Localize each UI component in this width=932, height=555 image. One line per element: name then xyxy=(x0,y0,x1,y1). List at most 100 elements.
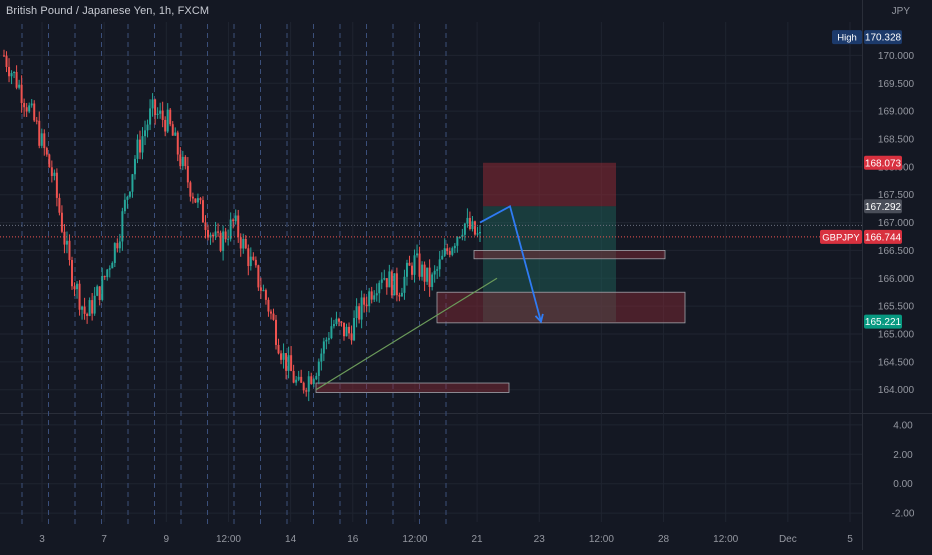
x-tick-label: 23 xyxy=(534,534,546,545)
candle-body xyxy=(350,333,353,341)
candle-body xyxy=(93,295,96,314)
candle-body xyxy=(156,113,159,115)
x-tick-label: 28 xyxy=(658,534,670,545)
candle-body xyxy=(252,256,255,260)
candle-body xyxy=(23,103,26,108)
candle-body xyxy=(395,273,398,296)
candle-body xyxy=(446,248,449,252)
candle-body xyxy=(300,376,303,383)
x-tick-label: 9 xyxy=(164,534,170,545)
symbol-title: British Pound / Japanese Yen, 1h, FXCM xyxy=(6,5,210,17)
candle-body xyxy=(63,231,66,245)
candle-body xyxy=(461,234,464,238)
candle-body xyxy=(98,286,101,301)
candle-body xyxy=(418,253,421,277)
candle-body xyxy=(448,251,451,255)
candle-body xyxy=(458,237,461,239)
x-tick-label: 16 xyxy=(347,534,359,545)
candle-body xyxy=(310,376,313,384)
y-tick-label: 164.000 xyxy=(878,385,915,396)
price-marker-value: 168.073 xyxy=(865,158,902,169)
candle-body xyxy=(176,132,179,155)
price-marker-box xyxy=(864,155,902,170)
candle-body xyxy=(111,262,114,269)
candle-body xyxy=(242,238,245,249)
candle-body xyxy=(353,317,356,341)
candle-body xyxy=(403,276,406,293)
supply-zone xyxy=(315,382,510,393)
candle-body xyxy=(476,233,479,235)
candle-body xyxy=(96,286,99,296)
candle-body xyxy=(65,240,68,245)
candle-body xyxy=(212,234,215,237)
candle-body xyxy=(267,299,270,312)
candle-body xyxy=(280,353,283,360)
candle-body xyxy=(45,148,48,155)
y-tick-label: 168.500 xyxy=(878,135,915,146)
candle-body xyxy=(144,130,147,137)
candle-body xyxy=(227,238,230,240)
supply-zone xyxy=(436,291,686,324)
candle-body xyxy=(290,355,293,371)
candle-body xyxy=(35,120,38,122)
candle-body xyxy=(219,232,222,251)
candle-body xyxy=(456,237,459,246)
candle-body xyxy=(133,158,136,175)
projection-arrow[interactable] xyxy=(479,204,542,322)
candle-body xyxy=(48,154,51,168)
candle-body xyxy=(388,271,391,288)
candle-body xyxy=(68,240,71,260)
currency-label: JPY xyxy=(891,6,910,17)
candle-body xyxy=(60,212,63,232)
candle-body xyxy=(428,267,431,287)
candle-body xyxy=(30,103,33,106)
candle-body xyxy=(139,139,141,153)
candle-body xyxy=(272,313,275,320)
price-marker: 168.073 xyxy=(864,155,902,170)
candle-body xyxy=(237,215,240,238)
candle-body xyxy=(113,243,116,263)
candle-body xyxy=(287,355,290,371)
price-marker-label-box xyxy=(832,30,862,45)
candle-body xyxy=(53,172,56,176)
y-tick-label: 167.500 xyxy=(878,190,915,201)
candle-body xyxy=(325,339,328,342)
candle-body xyxy=(174,132,177,136)
price-marker-value: 166.744 xyxy=(865,232,902,243)
y-tick-label: 169.000 xyxy=(878,107,915,118)
osc-y-tick-label: 4.00 xyxy=(893,420,913,431)
candle-body xyxy=(312,379,315,384)
candle-body xyxy=(81,306,84,310)
candle-body xyxy=(405,262,408,277)
candle-body xyxy=(18,84,21,88)
candle-body xyxy=(390,271,393,296)
candle-body xyxy=(305,390,308,392)
candle-body xyxy=(297,376,300,380)
candle-body xyxy=(247,248,250,267)
trendline[interactable] xyxy=(315,277,498,391)
candle-body xyxy=(40,133,43,146)
candle-body xyxy=(471,221,474,229)
candle-body xyxy=(229,219,232,239)
candle-body xyxy=(441,255,444,260)
y-tick-label: 164.500 xyxy=(878,357,915,368)
candle-body xyxy=(28,105,31,112)
candle-body xyxy=(383,278,386,280)
candle-body xyxy=(184,156,187,167)
candle-body xyxy=(249,256,252,267)
candle-body xyxy=(330,326,333,339)
candle-body xyxy=(358,306,361,320)
x-tick-label: 3 xyxy=(39,534,45,545)
candle-body xyxy=(194,198,197,203)
candle-body xyxy=(224,231,227,240)
candle-body xyxy=(5,55,8,67)
candle-body xyxy=(13,71,16,74)
candle-body xyxy=(91,300,94,314)
projection-arrowhead xyxy=(534,313,544,324)
candle-body xyxy=(302,382,305,391)
candle-body xyxy=(171,124,174,136)
price-marker-value: 170.328 xyxy=(865,33,902,44)
y-tick-label: 166.500 xyxy=(878,246,915,257)
